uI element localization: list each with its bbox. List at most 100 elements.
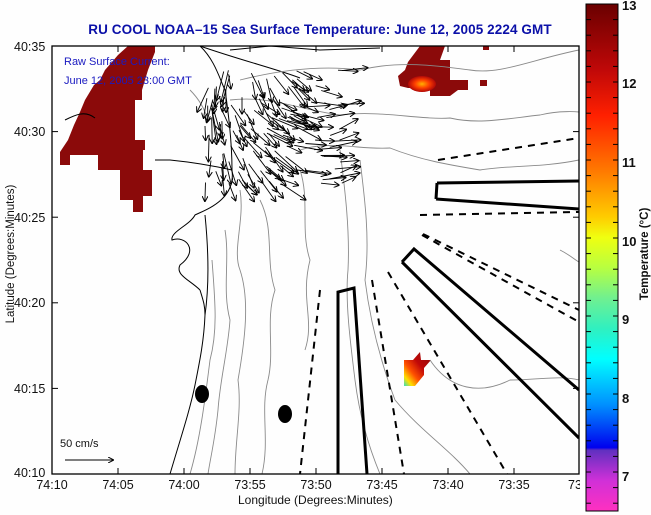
- x-axis-label: Longitude (Degrees:Minutes): [238, 493, 393, 507]
- current-vector: [220, 107, 230, 128]
- current-vector: [303, 71, 322, 80]
- y-tick-label: 40:10: [14, 466, 46, 480]
- chart-title: RU COOL NOAA–15 Sea Surface Temperature:…: [88, 22, 552, 37]
- current-vector: [240, 124, 256, 143]
- y-tick-label: 40:15: [14, 382, 46, 396]
- current-vector: [337, 70, 358, 71]
- current-vector: [238, 171, 247, 188]
- current-vector: [228, 161, 237, 186]
- current-vector: [213, 110, 219, 130]
- y-tick-label: 40:20: [14, 296, 46, 310]
- current-vector: [205, 125, 206, 140]
- study-zones: [336, 179, 579, 474]
- current-vector: [228, 183, 236, 200]
- current-vector: [260, 102, 280, 115]
- current-vector: [238, 129, 247, 146]
- colorbar-tick-label: 13: [622, 0, 637, 13]
- current-vector: [290, 119, 319, 131]
- scale-label: 50 cm/s: [60, 438, 99, 450]
- current-vector: [253, 142, 270, 157]
- current-vector: [278, 118, 307, 130]
- current-vector: [322, 178, 346, 180]
- current-vector: [268, 133, 279, 146]
- current-vector: [333, 140, 361, 141]
- x-tick-label: 74:05: [102, 478, 134, 492]
- current-vector: [197, 87, 209, 112]
- colorbar-tick-label: 7: [622, 469, 630, 484]
- current-vector: [223, 153, 224, 168]
- x-tick-label: 73:50: [300, 478, 332, 492]
- current-vector: [306, 105, 330, 106]
- current-vector: [266, 78, 272, 102]
- current-vector: [274, 150, 297, 172]
- y-axis-label: Latitude (Degrees:Minutes): [5, 184, 17, 324]
- colorbar-tick-label: 11: [622, 155, 636, 170]
- bathymetry-contours: [189, 49, 579, 474]
- colorbar-tick-label: 12: [622, 76, 637, 91]
- current-vector: [274, 120, 294, 140]
- current-vector: [334, 167, 360, 169]
- colorbar-label: Temperature (°C): [639, 207, 651, 301]
- current-vector: [232, 130, 240, 144]
- sst-patch-small: [483, 46, 489, 50]
- colorbar: [585, 3, 619, 512]
- current-vector: [286, 145, 301, 153]
- current-vector: [270, 120, 285, 130]
- current-vector: [242, 158, 254, 187]
- current-vector: [314, 101, 345, 106]
- x-tick-label: 73:55: [234, 478, 266, 492]
- current-vector: [230, 104, 245, 125]
- x-tick-label: 73:35: [498, 478, 530, 492]
- x-tick-label: 73:3: [568, 478, 580, 492]
- current-vector: [211, 110, 218, 142]
- current-vector: [246, 114, 257, 138]
- sst-warm-core: [408, 76, 436, 92]
- current-vector: [282, 72, 297, 88]
- y-tick-label: 40:25: [14, 211, 46, 225]
- current-vector: [342, 68, 367, 71]
- x-tick-label: 74:00: [168, 478, 200, 492]
- current-vector: [222, 167, 225, 195]
- current-vector: [329, 142, 357, 148]
- current-vector: [221, 70, 229, 101]
- current-vector: [275, 156, 299, 174]
- current-vector: [214, 88, 215, 114]
- current-vector: [339, 133, 359, 141]
- current-vector: [278, 178, 298, 186]
- current-vector: [285, 156, 307, 174]
- current-vector: [229, 74, 231, 88]
- current-vector: [281, 183, 305, 200]
- current-vector: [282, 134, 303, 141]
- current-vector: [216, 71, 225, 101]
- current-vector: [248, 163, 263, 183]
- current-vector: [238, 178, 254, 201]
- current-vector: [315, 85, 329, 90]
- current-vector: [213, 94, 219, 110]
- x-tick-label: 73:40: [432, 478, 464, 492]
- current-vector: [329, 173, 359, 180]
- current-vector: [258, 98, 272, 127]
- current-vector: [340, 161, 358, 162]
- current-vector: [271, 117, 298, 129]
- current-vector: [253, 81, 256, 99]
- mooring-marker: [195, 385, 209, 403]
- current-vector: [341, 177, 356, 184]
- y-tick-label: 40:30: [14, 125, 46, 139]
- current-vector: [294, 144, 322, 150]
- current-vector: [267, 168, 280, 179]
- current-vector: [208, 134, 209, 162]
- current-vector: [321, 156, 347, 157]
- current-vector: [291, 81, 309, 92]
- current-vector: [239, 125, 251, 138]
- current-vector: [305, 144, 325, 146]
- x-tick-label: 73:45: [366, 478, 398, 492]
- current-vector: [273, 75, 288, 94]
- current-vector: [207, 99, 214, 123]
- current-vectors: [197, 68, 367, 202]
- current-vector: [330, 130, 346, 136]
- y-tick-label: 40:35: [14, 40, 46, 54]
- sst-patch-small2: [480, 80, 487, 86]
- current-vector: [252, 150, 270, 174]
- current-vector: [250, 128, 270, 145]
